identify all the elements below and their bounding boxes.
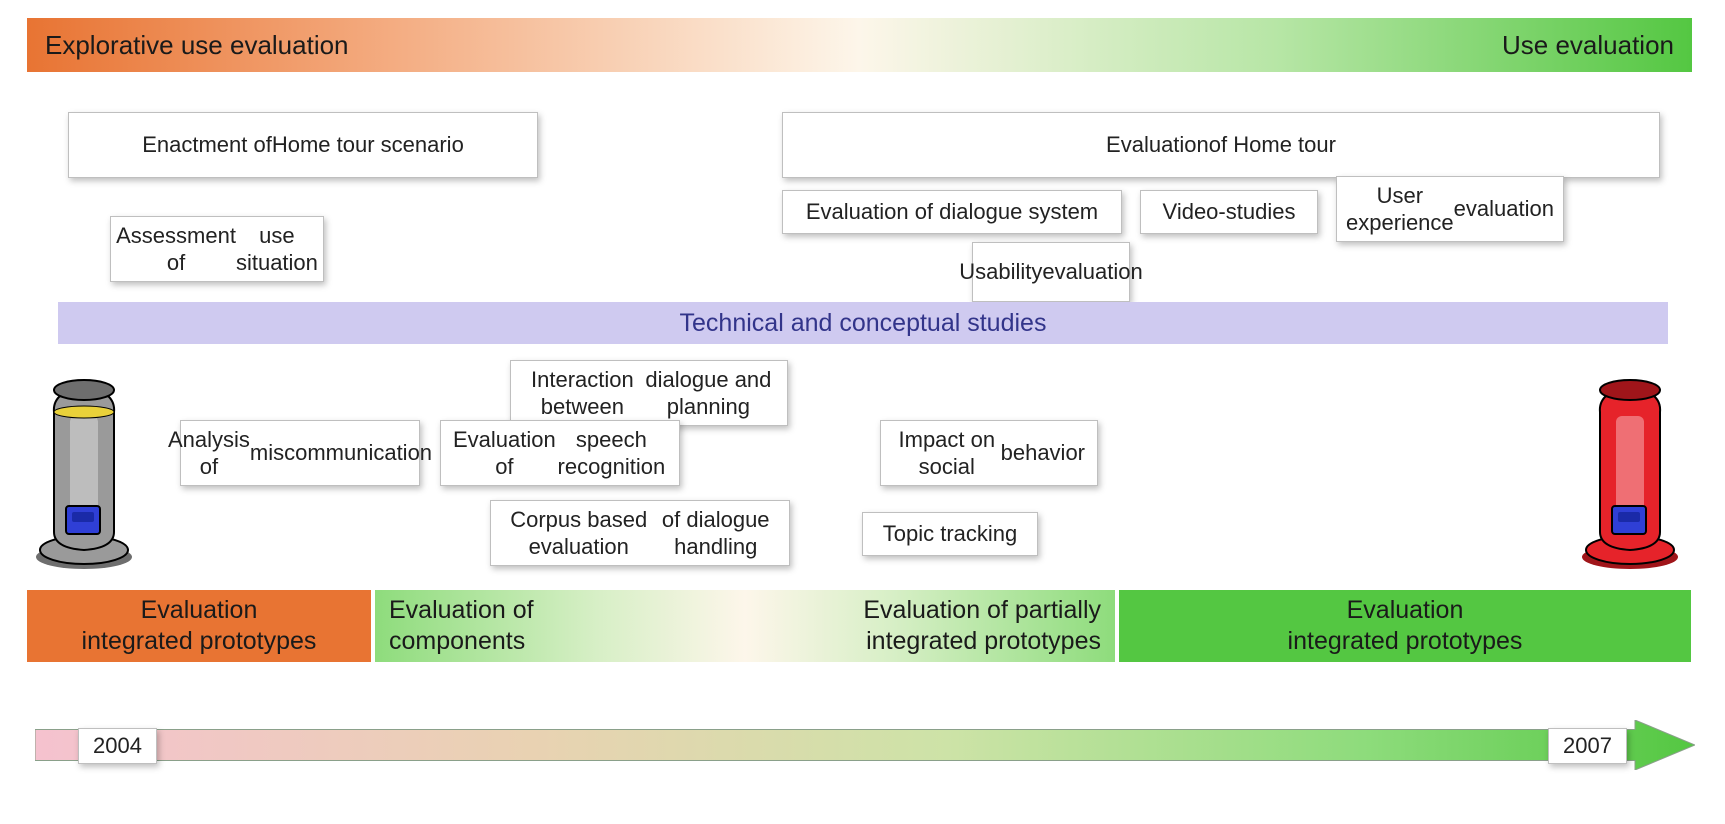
card-topic-tracking: Topic tracking [862, 512, 1038, 556]
diagram-canvas: Explorative use evaluation Use evaluatio… [0, 0, 1725, 824]
card-evaluation-dialogue-system: Evaluation of dialogue system [782, 190, 1122, 234]
card-enactment-home-tour: Enactment ofHome tour scenario [68, 112, 538, 178]
card-user-experience-evaluation: User experienceevaluation [1336, 176, 1564, 242]
card-usability-evaluation: Usabilityevaluation [972, 242, 1130, 302]
card-interaction-dialogue-planning: Interaction betweendialogue and planning [510, 360, 788, 426]
card-impact-social-behavior: Impact on socialbehavior [880, 420, 1098, 486]
card-evaluation-speech-recognition: Evaluation ofspeech recognition [440, 420, 680, 486]
header-left-label: Explorative use evaluation [45, 30, 349, 61]
phase-eval-partially-integrated: Evaluation of partiallyintegrated protot… [745, 590, 1115, 662]
section-bar-technical-conceptual: Technical and conceptual studies [58, 302, 1668, 344]
card-video-studies: Video-studies [1140, 190, 1318, 234]
phase-eval-integrated-1: Evaluationintegrated prototypes [27, 590, 371, 662]
robot-right-icon [1560, 372, 1700, 572]
timeline-arrow [35, 720, 1695, 770]
header-gradient-bar: Explorative use evaluation Use evaluatio… [27, 18, 1692, 72]
robot-left-icon [14, 372, 144, 572]
timeline-year-start: 2004 [78, 728, 157, 764]
phase-eval-integrated-2: Evaluationintegrated prototypes [1119, 590, 1691, 662]
phase-eval-components: Evaluation ofcomponents [375, 590, 745, 662]
section-bar-label: Technical and conceptual studies [680, 309, 1047, 338]
card-assessment-use-situation: Assessment ofuse situation [110, 216, 324, 282]
card-evaluation-home-tour: Evaluationof Home tour [782, 112, 1660, 178]
card-analysis-miscommunication: Analysis ofmiscommunication [180, 420, 420, 486]
timeline-year-end: 2007 [1548, 728, 1627, 764]
card-corpus-evaluation-dialogue: Corpus based evaluationof dialogue handl… [490, 500, 790, 566]
header-right-label: Use evaluation [1502, 30, 1674, 61]
